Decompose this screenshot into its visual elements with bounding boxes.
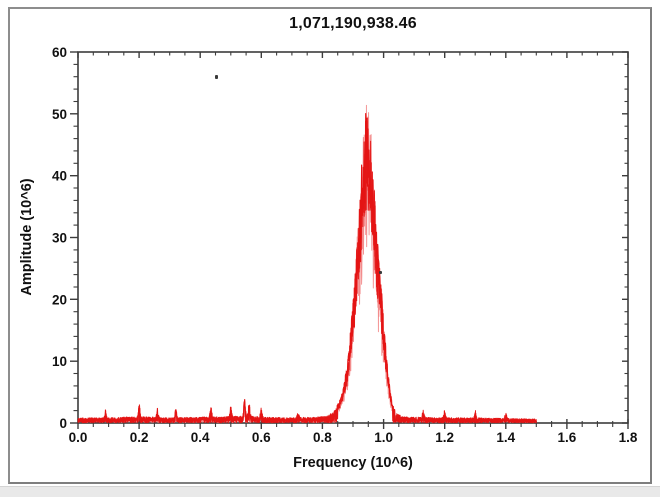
x-tick-label: 1.2 [435,430,454,445]
x-tick-label: 1.6 [558,430,577,445]
x-tick-label: 1.4 [496,430,515,445]
spectrum-trace [77,113,537,424]
x-tick-label: 1.8 [619,430,638,445]
y-tick-label: 10 [52,354,67,369]
y-tick-label: 30 [52,231,67,246]
x-tick-label: 1.0 [374,430,393,445]
speck-artifact [379,271,382,274]
y-tick-label: 20 [52,292,67,307]
plot-svg: 0.0 0.2 0.4 0.6 0.8 1.0 1.2 1.4 1.6 1.8 0 10 20 30 40 5… [52,45,638,445]
x-tick-label: 0.0 [69,430,88,445]
y-tick-label: 40 [52,169,67,184]
spectrum-trace-overlay [77,117,537,424]
x-tick-label: 0.4 [191,430,210,445]
x-axis-title: Frequency (10^6) [293,455,413,471]
x-tick-label: 0.6 [252,430,271,445]
x-tick-label: 0.2 [130,430,149,445]
chart-panel: 0.0 0.2 0.4 0.6 0.8 1.0 1.2 1.4 1.6 1.8 0 10 20 30 40 5… [8,7,652,484]
chart-title: 1,071,190,938.46 [289,15,417,32]
y-tick-label: 0 [59,416,67,431]
y-tick-label: 50 [52,107,67,122]
spectrum-trace-light [77,104,537,424]
bottom-window-strip [0,486,660,497]
y-tick-label: 60 [52,45,67,60]
x-tick-label: 0.8 [313,430,332,445]
y-axis-title: Amplitude (10^6) [19,178,35,296]
plot-frame [77,51,629,424]
speck-artifact [215,75,218,79]
